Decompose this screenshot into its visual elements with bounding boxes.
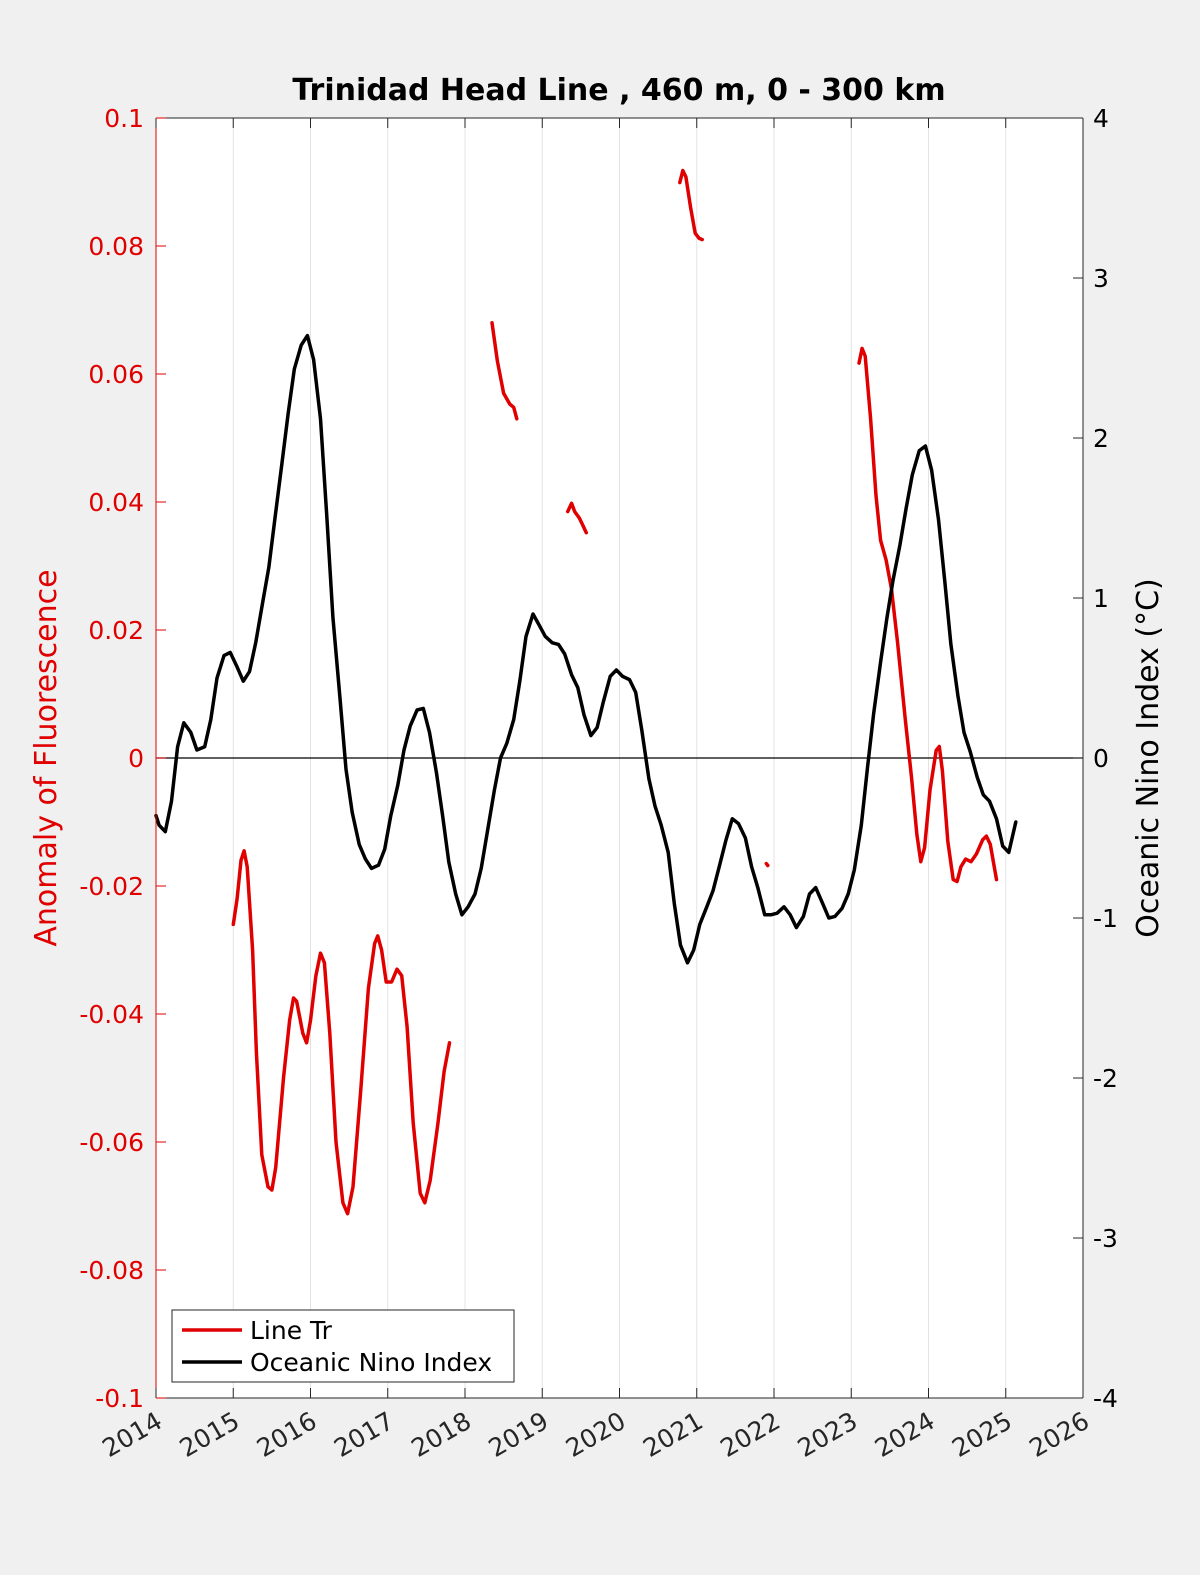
series-line-tr-segment [678,168,704,242]
y-right-tick-label: -1 [1093,904,1118,933]
y-left-tick-label: -0.1 [95,1384,144,1413]
y-left-tick-label: 0.06 [88,360,144,389]
y-right-tick-label: 1 [1093,584,1109,613]
y-left-tick-label: 0.04 [88,488,144,517]
y-right-tick-label: 3 [1093,264,1109,293]
y-axis-right-label: Oceanic Nino Index (°C) [1131,578,1166,938]
legend-box [171,1309,515,1383]
series-line-tr-segment [764,861,770,868]
y-right-tick-label: -3 [1093,1224,1118,1253]
legend-label-line-tr: Line Tr [250,1316,333,1345]
y-right-tick-label: -2 [1093,1064,1118,1093]
series-line-tr-segment [490,321,519,421]
y-right-tick-label: -4 [1093,1384,1118,1413]
legend-label-oni: Oceanic Nino Index [250,1348,492,1377]
y-left-tick-label: 0.08 [88,232,144,261]
legend: Line Tr Oceanic Nino Index [171,1309,515,1383]
y-right-tick-label: 4 [1093,104,1109,133]
y-left-tick-label: -0.08 [79,1256,144,1285]
y-right-tick-label: 0 [1093,744,1109,773]
chart-title: Trinidad Head Line , 460 m, 0 - 300 km [292,73,945,108]
y-left-tick-label: -0.04 [79,1000,144,1029]
y-axis-left-label: Anomaly of Fluorescence [29,569,64,946]
series-line-tr-segment [231,849,452,1216]
y-right-tick-label: 2 [1093,424,1109,453]
y-left-tick-label: 0.02 [88,616,144,645]
y-left-tick-label: -0.06 [79,1128,144,1157]
y-left-tick-label: -0.02 [79,872,144,901]
series-oni-line [154,333,1018,965]
series-line-tr-segment [857,346,999,884]
series-line-tr-segment [565,501,589,535]
series-layer [154,168,1018,1216]
y-left-tick-label: 0 [128,744,144,773]
y-left-tick-label: 0.1 [104,104,144,133]
